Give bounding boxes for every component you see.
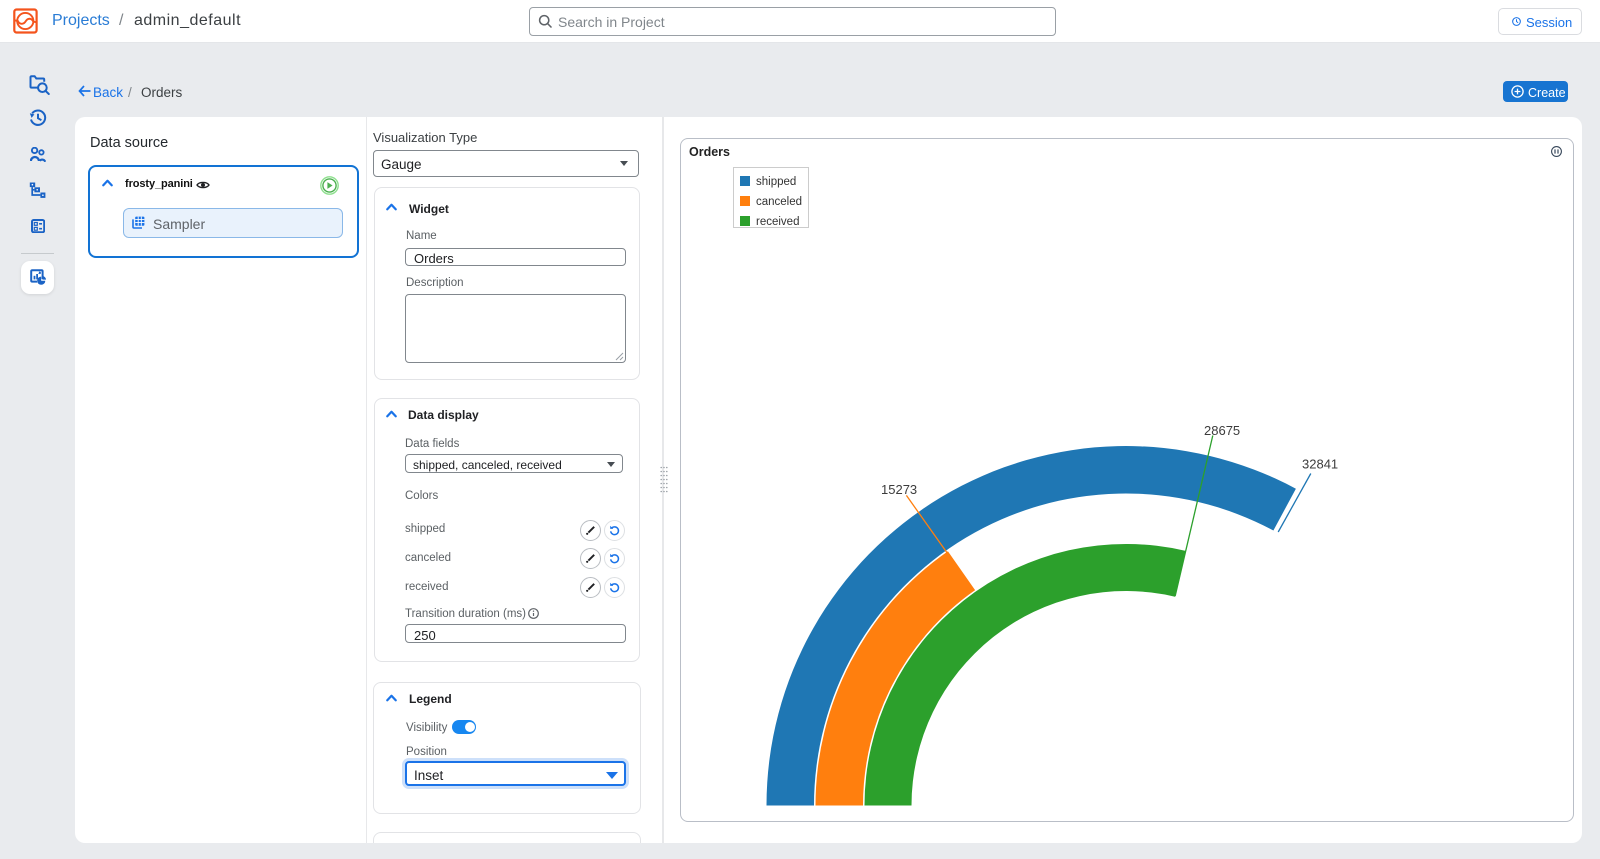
svg-text:28675: 28675 [1204, 423, 1240, 438]
svg-text:15273: 15273 [881, 482, 917, 497]
svg-text:32841: 32841 [1302, 456, 1338, 471]
